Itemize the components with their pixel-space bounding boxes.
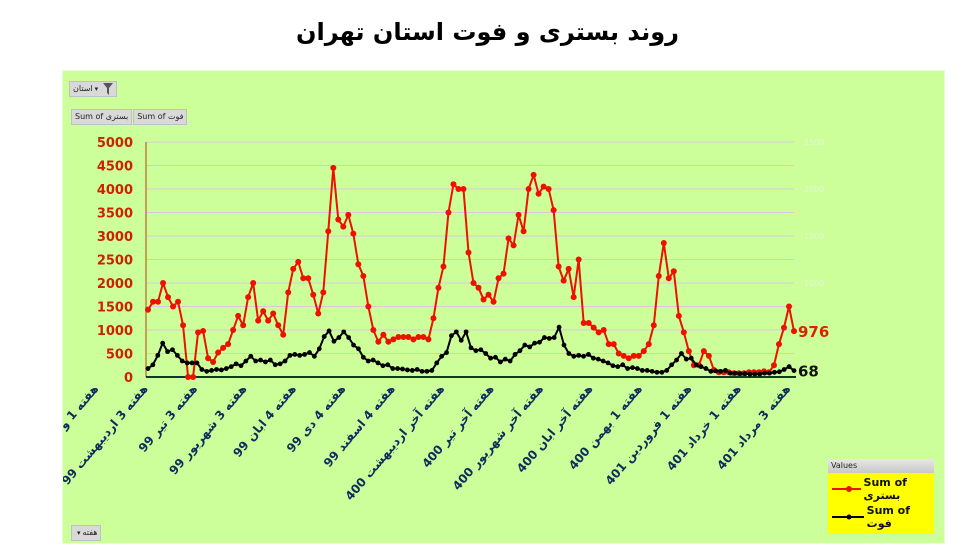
chart-title: روند بستری و فوت استان تهران — [296, 18, 679, 46]
legend-label-deaths: Sum of فوت — [866, 504, 911, 530]
hospitalized-end-value-label: 976 — [798, 323, 829, 341]
axis-field-label: هفته — [82, 528, 98, 537]
y-axis-tick-label: 1500 — [97, 301, 133, 316]
legend-label-hospitalized: Sum of بستری — [863, 476, 907, 502]
chart-legend: Values Sum of بستری Sum of فوت — [828, 459, 934, 534]
pivot-chart-area[interactable]: ▾استان Sum of بستری Sum of فوت 0 500 1000 1… — [62, 70, 945, 544]
legend-item-hospitalized[interactable]: Sum of بستری — [828, 475, 934, 503]
y-axis-tick-label: 2000 — [97, 277, 133, 292]
axis-field-button[interactable]: هفته▾ — [71, 525, 102, 541]
secondary-y-axis-tick-label: 1500 — [804, 232, 824, 241]
y-axis-tick-label: 4500 — [97, 160, 133, 175]
y-axis-tick-label: 2500 — [97, 254, 133, 269]
deaths-markers — [145, 324, 797, 377]
line-chart-plot: 0 500 1000 1500 2000 2500 3000 3500 4000 4500 5000… — [63, 136, 829, 503]
x-axis-tick-label: هفته آخر شهریور 400 — [449, 381, 547, 493]
filter-field-label: استان — [73, 84, 93, 93]
x-axis-tick-label: هفته 1 فروردین 401 — [603, 382, 696, 488]
secondary-y-axis-tick-label: 2000 — [804, 185, 824, 194]
secondary-y-axis-tick-label: 2500 — [804, 138, 824, 147]
value-field-hospitalized[interactable]: Sum of بستری — [71, 109, 133, 125]
filter-field-button[interactable]: ▾استان — [69, 81, 118, 97]
y-axis-tick-label: 1000 — [97, 324, 133, 339]
legend-header: Values — [828, 459, 934, 473]
y-axis-tick-label: 4000 — [97, 183, 133, 198]
y-axis-tick-label: 500 — [106, 348, 133, 363]
secondary-y-axis-tick-label: 1000 — [804, 279, 824, 288]
y-axis-tick-label: 5000 — [97, 136, 133, 151]
y-axis-tick-label: 0 — [124, 371, 133, 386]
deaths-end-value-label: 68 — [798, 363, 819, 381]
black-line-marker-icon — [832, 514, 864, 520]
value-field-buttons: Sum of بستری Sum of فوت — [71, 109, 188, 125]
filter-funnel-icon — [103, 82, 114, 95]
dropdown-arrow-icon: ▾ — [77, 529, 81, 537]
hospitalized-markers — [145, 164, 797, 380]
x-axis-tick-label: هفته آخر اردیبهشت 400 — [342, 381, 448, 503]
y-axis-tick-label: 3500 — [97, 207, 133, 222]
y-axis-tick-label: 3000 — [97, 230, 133, 245]
legend-item-deaths[interactable]: Sum of فوت — [828, 503, 934, 531]
value-field-deaths[interactable]: Sum of فوت — [133, 109, 188, 125]
red-line-marker-icon — [832, 486, 861, 492]
hospitalized-series-line — [147, 166, 795, 378]
dropdown-arrow-icon: ▾ — [94, 85, 99, 93]
